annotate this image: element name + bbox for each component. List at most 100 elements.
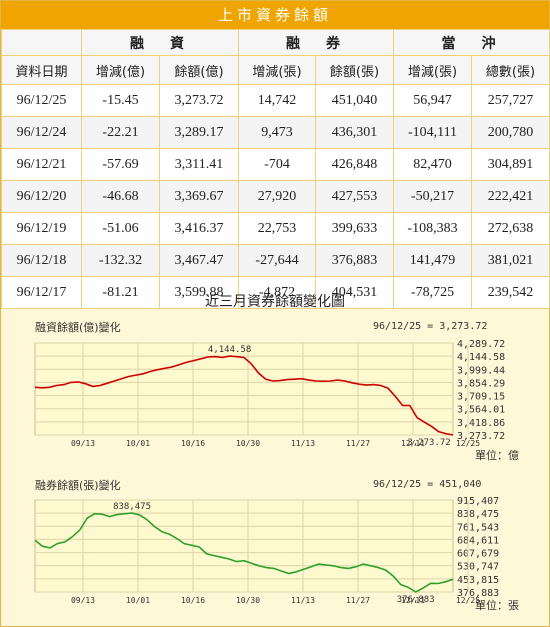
y-tick-label: 376,883: [457, 588, 499, 599]
chart-readout: 96/12/25 = 3,273.72: [373, 321, 488, 332]
x-tick-label: 12/25: [456, 439, 480, 448]
y-tick-label: 3,418.86: [457, 418, 505, 429]
table-cell: -27,644: [238, 244, 316, 277]
series-line: [34, 355, 454, 436]
table-cell: 96/12/20: [1, 180, 82, 213]
chart-readout: 96/12/25 = 451,040: [373, 479, 482, 490]
margin-balance-chart: 4,289.72 4,144.58 3,999.44 3,854.29 3,709.15…: [34, 339, 505, 448]
table-row: 96/12/21 -57.69 3,311.41 -704 426,848 82…: [1, 148, 550, 181]
table-cell: 56,947: [393, 84, 472, 117]
charts-title: 近三月資券餘額變化圖: [205, 294, 345, 310]
table-cell: 141,479: [393, 244, 472, 277]
x-tick-label: 11/13: [291, 439, 315, 448]
table-cell: 222,421: [471, 180, 550, 213]
table-cell: 27,920: [238, 180, 316, 213]
col-header: 餘額(億): [159, 55, 239, 85]
table-cell: -50,217: [393, 180, 472, 213]
table-cell: 436,301: [315, 116, 394, 149]
x-tick-label: 10/16: [181, 596, 205, 605]
x-tick-label: 12/11: [401, 439, 425, 448]
x-tick-label: 10/01: [126, 439, 150, 448]
table-row: 96/12/20 -46.68 3,369.67 27,920 427,553 …: [1, 180, 550, 213]
x-tick-label: 11/27: [346, 439, 370, 448]
table-cell: 399,633: [315, 212, 394, 245]
chart-unit: 單位：億: [475, 449, 519, 462]
table-cell: 451,040: [315, 84, 394, 117]
y-tick-label: 453,815: [457, 575, 499, 586]
table-cell: 96/12/21: [1, 148, 82, 181]
x-tick-label: 10/16: [181, 439, 205, 448]
annotation-label: 4,144.58: [208, 345, 251, 355]
table-cell: -15.45: [81, 84, 160, 117]
table-row: 96/12/17 -81.21 3,599.88 -4,872 404,531 …: [1, 276, 550, 309]
y-tick-label: 684,611: [457, 535, 499, 546]
col-header: 總數(張): [471, 55, 550, 85]
y-tick-label: 915,407: [457, 496, 499, 507]
table-cell: -78,725: [393, 276, 472, 309]
x-tick-label: 12/25: [456, 596, 480, 605]
table-cell: 381,021: [471, 244, 550, 277]
x-tick-label: 09/13: [71, 439, 95, 448]
table-row: 96/12/24 -22.21 3,289.17 9,473 436,301 -…: [1, 116, 550, 149]
table-cell: 3,416.37: [159, 212, 239, 245]
x-tick-label: 12/11: [401, 596, 425, 605]
col-header: 增減(億): [81, 55, 160, 85]
x-tick-label: 10/30: [236, 596, 260, 605]
table-cell: 3,369.67: [159, 180, 239, 213]
x-tick-label: 10/01: [126, 596, 150, 605]
margin-table: 融 資 融 券 當 沖 資料日期 增減(億) 餘額(億) 增減(張) 餘額(張)…: [1, 29, 550, 309]
x-tick-label: 10/30: [236, 439, 260, 448]
page-title: 上市資券餘額: [1, 1, 549, 29]
group-header-margin-buy: 融 資: [81, 29, 239, 56]
annotation-label: 376,883: [397, 595, 435, 605]
x-tick-label: 09/13: [71, 596, 95, 605]
table-cell: 239,542: [471, 276, 550, 309]
group-header-day-trade: 當 沖: [393, 29, 550, 56]
group-header-short-sell: 融 券: [238, 29, 394, 56]
table-cell: 376,883: [315, 244, 394, 277]
table-cell: -104,111: [393, 116, 472, 149]
table-cell: 426,848: [315, 148, 394, 181]
series-line: [34, 512, 454, 593]
chart-title: 融資餘額(億)變化: [35, 321, 121, 334]
table-cell: -57.69: [81, 148, 160, 181]
table-cell: 404,531: [315, 276, 394, 309]
corner-cell: [1, 29, 82, 56]
table-cell: 96/12/24: [1, 116, 82, 149]
col-header: 餘額(張): [315, 55, 394, 85]
y-tick-label: 3,999.44: [457, 365, 505, 376]
col-header: 增減(張): [238, 55, 316, 85]
table-cell: -132.32: [81, 244, 160, 277]
table-cell: 304,891: [471, 148, 550, 181]
table-cell: 257,727: [471, 84, 550, 117]
y-tick-label: 761,543: [457, 522, 499, 533]
table-cell: 3,289.17: [159, 116, 239, 149]
x-tick-label: 11/13: [291, 596, 315, 605]
table-row: 96/12/18 -132.32 3,467.47 -27,644 376,88…: [1, 244, 550, 277]
chart-title: 融券餘額(張)變化: [35, 479, 121, 492]
y-tick-label: 3,564.01: [457, 405, 505, 416]
table-cell: 3,599.88: [159, 276, 239, 309]
table-cell: 200,780: [471, 116, 550, 149]
table-cell: 272,638: [471, 212, 550, 245]
y-tick-label: 607,679: [457, 549, 499, 560]
y-tick-label: 4,144.58: [457, 352, 505, 363]
table-cell: 96/12/17: [1, 276, 82, 309]
table-cell: 82,470: [393, 148, 472, 181]
table-cell: -46.68: [81, 180, 160, 213]
col-header: 增減(張): [393, 55, 472, 85]
y-tick-label: 4,289.72: [457, 339, 505, 350]
y-tick-label: 3,273.72: [457, 431, 505, 442]
table-cell: -51.06: [81, 212, 160, 245]
table-cell: -108,383: [393, 212, 472, 245]
table-cell: 14,742: [238, 84, 316, 117]
y-tick-label: 838,475: [457, 509, 499, 520]
table-row: 96/12/25 -15.45 3,273.72 14,742 451,040 …: [1, 84, 550, 117]
table-cell: 3,467.47: [159, 244, 239, 277]
table-cell: 96/12/18: [1, 244, 82, 277]
table-cell: 427,553: [315, 180, 394, 213]
table-cell: 3,273.72: [159, 84, 239, 117]
annotation-label: 838,475: [113, 502, 151, 512]
table-cell: -704: [238, 148, 316, 181]
